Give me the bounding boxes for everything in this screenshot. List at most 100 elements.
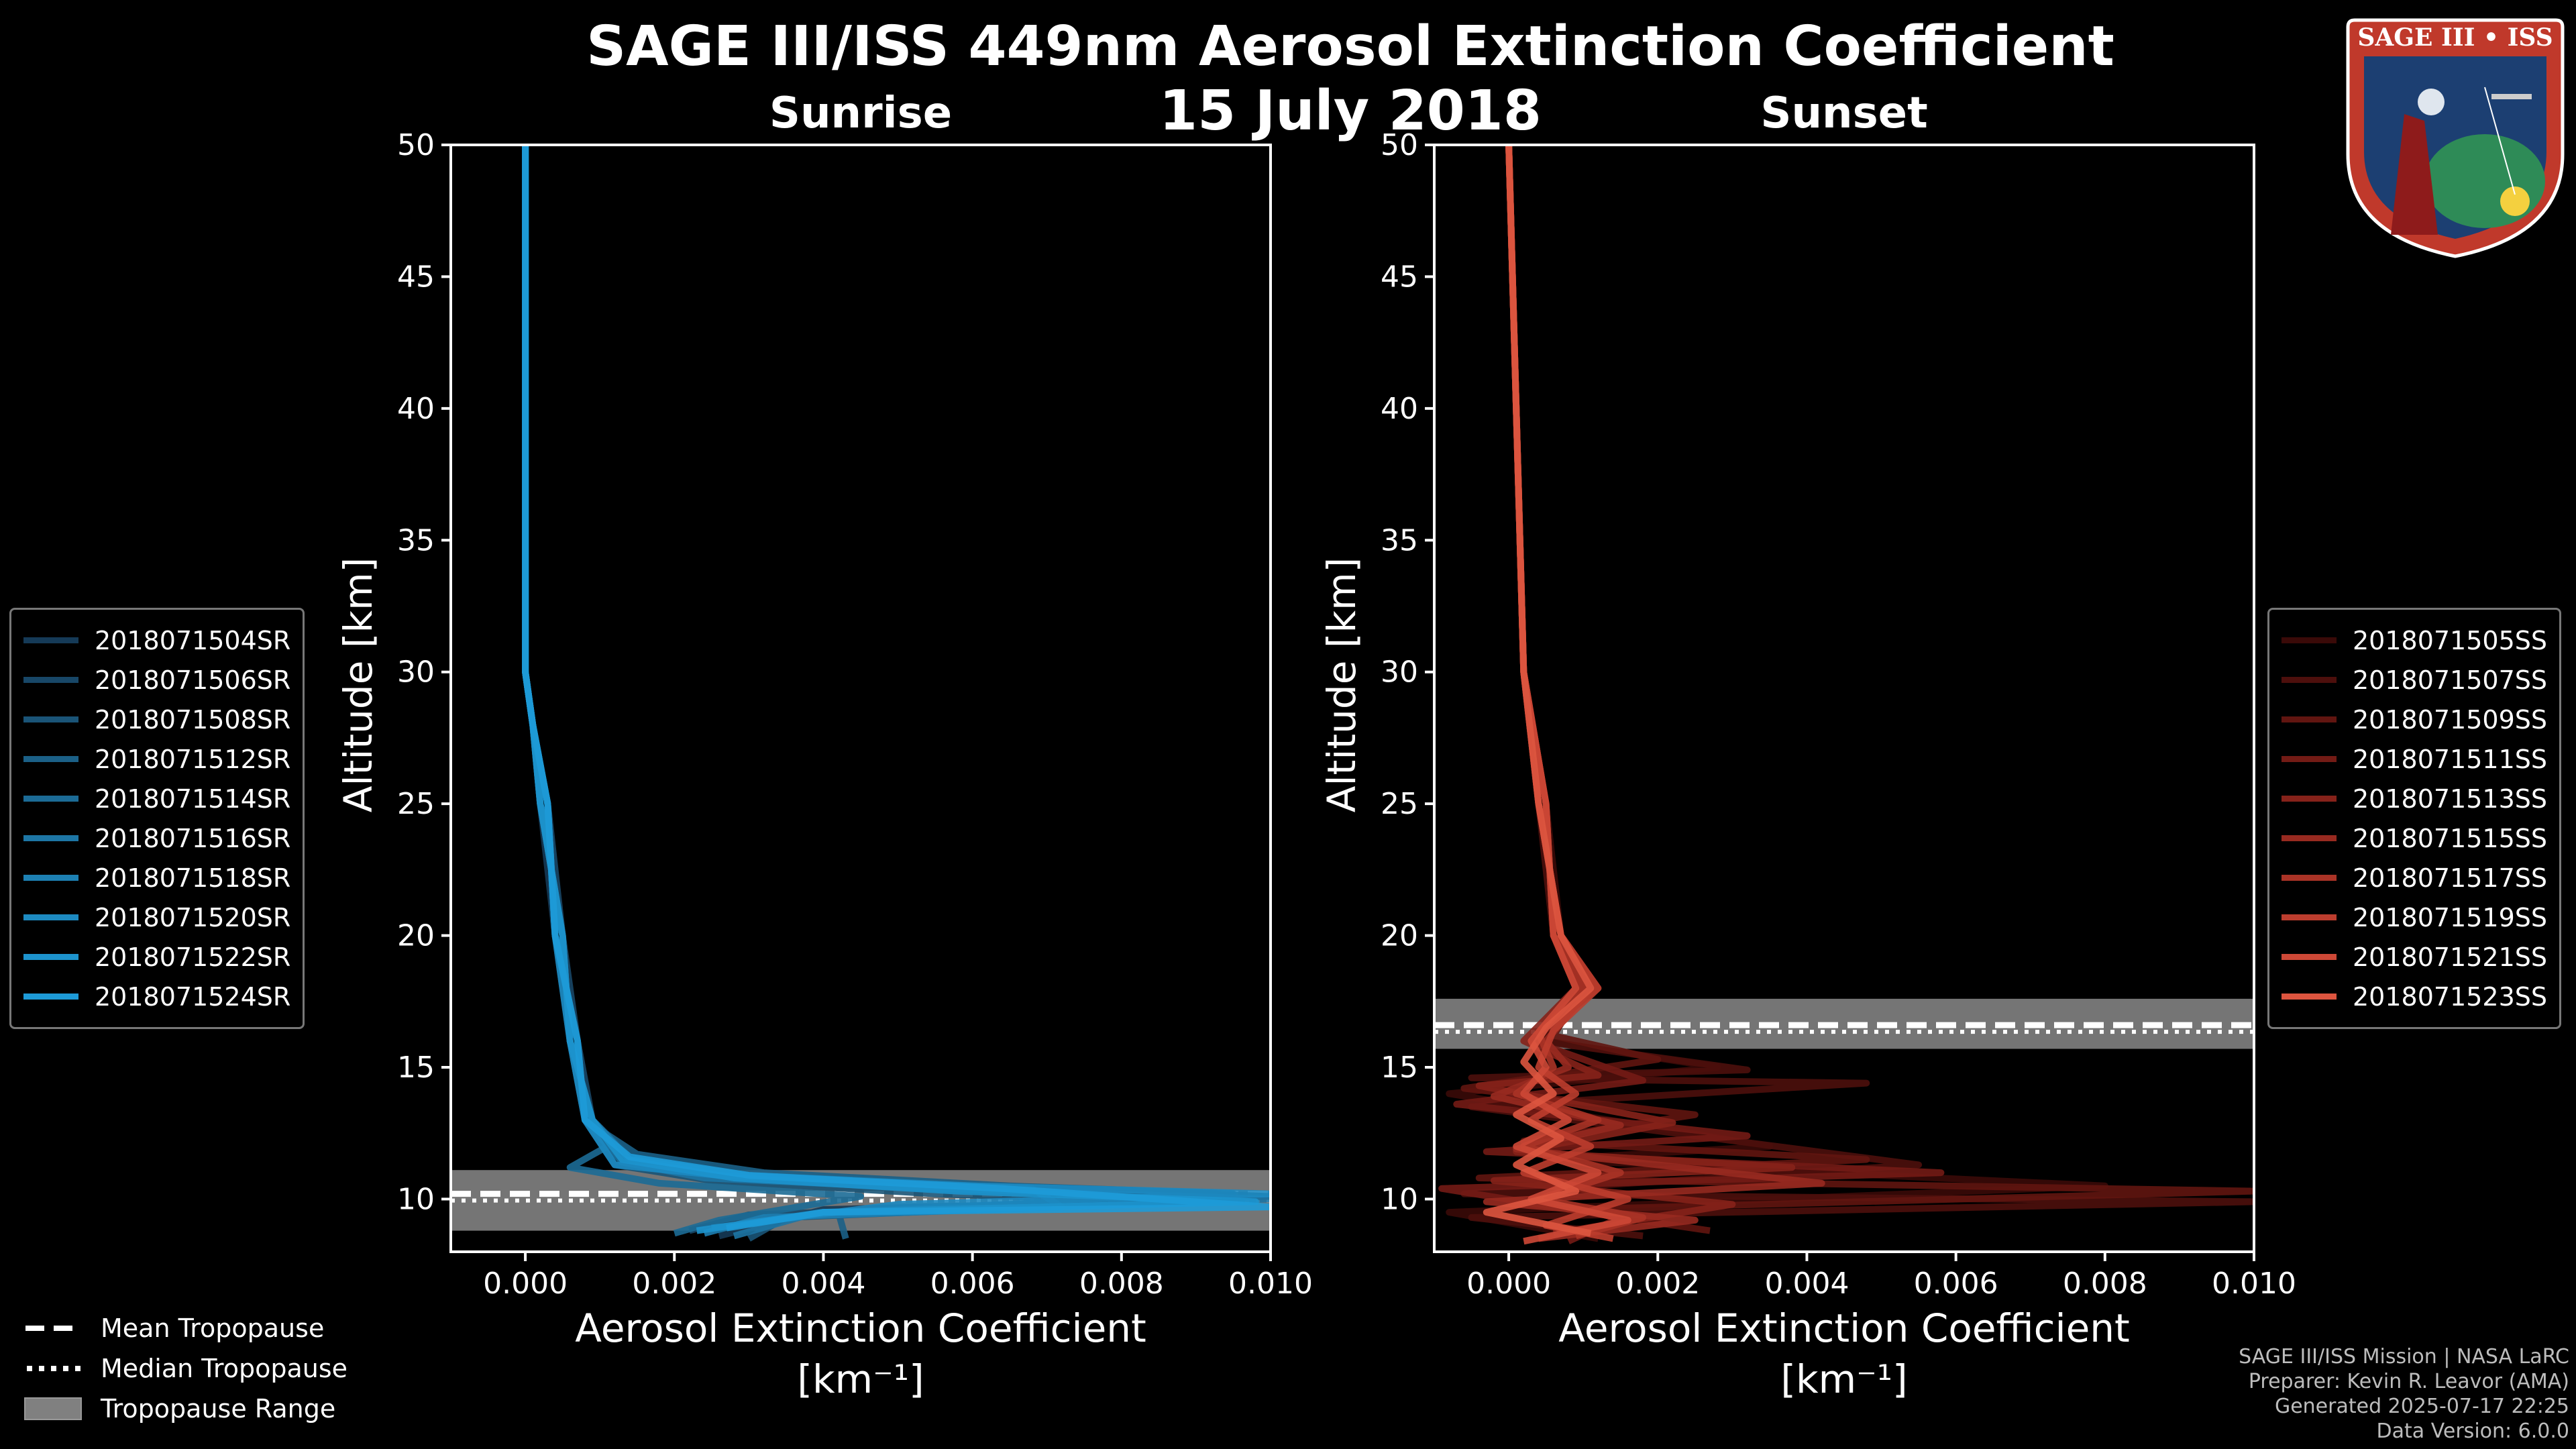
legend-item: 2018071509SS: [2282, 700, 2547, 739]
legend-item: 2018071523SS: [2282, 977, 2547, 1016]
sunrise-plot-area: [451, 145, 1271, 1242]
credit-generated: Generated 2025-07-17 22:25: [2274, 1395, 2569, 1418]
sunrise-series-2018071524SR: [522, 145, 1271, 1232]
legend-label: 2018071504SR: [95, 625, 291, 655]
legend-label: Median Tropopause: [101, 1354, 347, 1383]
sunrise-panel-title: Sunrise: [769, 89, 953, 138]
sunrise-xtick-label: 0.004: [781, 1267, 865, 1301]
sunset-ytick-label: 50: [1381, 128, 1418, 162]
legend-item: 2018071521SS: [2282, 937, 2547, 977]
sunset-ytick-label: 10: [1381, 1182, 1418, 1216]
date-line: 15 July 2018: [1159, 79, 1542, 143]
sunrise-series-2018071512SR: [522, 145, 1237, 1240]
legend-label: 2018071519SS: [2353, 902, 2548, 932]
legend-label: Mean Tropopause: [101, 1313, 325, 1343]
sage-iii-iss-logo: SAGE III • ISS: [2346, 18, 2565, 258]
legend-swatch: [23, 796, 78, 802]
sunrise-ytick-label: 15: [397, 1051, 435, 1085]
sunrise-ytick-label: 45: [397, 260, 435, 294]
legend-item: 2018071515SS: [2282, 818, 2547, 858]
legend-label: 2018071513SS: [2353, 784, 2548, 814]
sunset-xlabel: Aerosol Extinction Coefficient: [1558, 1305, 2130, 1351]
legend-label: 2018071511SS: [2353, 744, 2548, 774]
legend-swatch: [23, 835, 78, 841]
sunset-ytick-label: 20: [1381, 919, 1418, 953]
logo-text: SAGE III • ISS: [2357, 23, 2553, 52]
legend-swatch: [23, 954, 78, 960]
sunrise-xtick-label: 0.008: [1079, 1267, 1164, 1301]
legend-label: 2018071505SS: [2353, 625, 2548, 655]
credits: SAGE III/ISS Mission | NASA LaRC Prepare…: [2239, 1344, 2569, 1444]
legend-label: 2018071523SS: [2353, 981, 2548, 1012]
legend-swatch: [23, 637, 78, 643]
legend-item: 2018071505SS: [2282, 621, 2547, 660]
dashed-line-icon: [25, 1326, 80, 1331]
legend-item: 2018071519SS: [2282, 898, 2547, 937]
legend-swatch: [2282, 875, 2337, 881]
credit-mission: SAGE III/ISS Mission | NASA LaRC: [2239, 1345, 2569, 1368]
sunrise-series-2018071520SR: [522, 145, 1271, 1232]
band-swatch-icon: [24, 1397, 82, 1420]
sunrise-series-2018071508SR: [522, 145, 1163, 1242]
legend-swatch: [2282, 756, 2337, 762]
sunrise-ytick-label: 50: [397, 128, 435, 162]
legend-label: 2018071522SR: [95, 942, 291, 972]
legend-label: 2018071518SR: [95, 863, 291, 893]
sunrise-ytick-label: 35: [397, 523, 435, 557]
sunrise-ytick-label: 25: [397, 787, 435, 821]
sunrise-series-2018071522SR: [522, 145, 1259, 1234]
legend-swatch: [23, 677, 78, 683]
legend-label: 2018071521SS: [2353, 942, 2548, 972]
legend-item: 2018071517SS: [2282, 858, 2547, 898]
sunset-ytick-label: 40: [1381, 392, 1418, 426]
sunrise-ytick-label: 40: [397, 392, 435, 426]
legend-label: 2018071516SR: [95, 823, 291, 853]
sunrise-ylabel: Altitude [km]: [335, 557, 381, 812]
legend-swatch: [2282, 994, 2337, 1000]
legend-item: 2018071506SR: [23, 660, 290, 700]
sunrise-xlabel: Aerosol Extinction Coefficient: [575, 1305, 1146, 1351]
sunrise-series-2018071504SR: [522, 145, 1237, 1240]
sunset-xtick-label: 0.000: [1466, 1267, 1551, 1301]
sunset-legend: 2018071505SS 2018071507SS 2018071509SS 2018…: [2267, 608, 2562, 1029]
legend-item: 2018071507SS: [2282, 660, 2547, 700]
sunset-plot: 10 15 20 25 30 35 40 45 50 0.000 0.002 0.004 0.006 0.…: [1319, 128, 2296, 1402]
legend-label: 2018071514SR: [95, 784, 291, 814]
tropopause-legend: Mean Tropopause Median Tropopause Tropop…: [24, 1308, 347, 1429]
sunset-plot-area: [1434, 145, 2254, 1245]
legend-swatch: [2282, 914, 2337, 920]
sunset-ylabel: Altitude [km]: [1319, 557, 1364, 812]
sunset-xtick-label: 0.006: [1914, 1267, 1998, 1301]
sunrise-ytick-label: 30: [397, 655, 435, 690]
legend-mean-tropopause: Mean Tropopause: [24, 1308, 347, 1348]
sunset-xtick-label: 0.010: [2212, 1267, 2296, 1301]
sunrise-ytick-label: 10: [397, 1182, 435, 1216]
sunset-ytick-label: 30: [1381, 655, 1418, 690]
sunrise-xtick-label: 0.006: [930, 1267, 1015, 1301]
sunrise-series-2018071506SR: [522, 145, 1271, 1234]
legend-label: 2018071508SR: [95, 704, 291, 735]
legend-swatch: [2282, 677, 2337, 683]
legend-item: 2018071512SR: [23, 739, 290, 779]
sunset-xtick-label: 0.004: [1764, 1267, 1849, 1301]
dotted-line-icon: [27, 1366, 80, 1371]
sunset-xtick-label: 0.002: [1615, 1267, 1700, 1301]
legend-item: 2018071511SS: [2282, 739, 2547, 779]
legend-item: 2018071513SS: [2282, 779, 2547, 818]
figure-title: SAGE III/ISS 449nm Aerosol Extinction Co…: [0, 15, 2576, 144]
sunset-xunit: [km⁻¹]: [1780, 1356, 1907, 1402]
sunset-ytick-label: 45: [1381, 260, 1418, 294]
sunrise-xtick-label: 0.010: [1228, 1267, 1313, 1301]
credit-preparer: Preparer: Kevin R. Leavor (AMA): [2248, 1370, 2569, 1393]
legend-item: 2018071504SR: [23, 621, 290, 660]
sunset-series-2018071523SS: [1483, 145, 1595, 1237]
legend-swatch: [2282, 637, 2337, 643]
sunset-axes-frame: [1433, 144, 2255, 1253]
legend-label: 2018071507SS: [2353, 665, 2548, 695]
legend-label: 2018071512SR: [95, 744, 291, 774]
legend-swatch: [23, 914, 78, 920]
legend-swatch: [2282, 835, 2337, 841]
legend-label: 2018071520SR: [95, 902, 291, 932]
legend-median-tropopause: Median Tropopause: [24, 1348, 347, 1389]
